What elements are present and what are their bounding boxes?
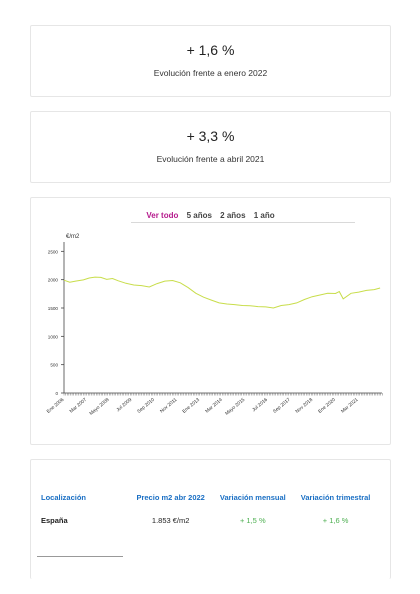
x-tick-label: Mar 2014 xyxy=(204,397,224,415)
table-row: España 1.853 €/m2 + 1,5 % + 1,6 % xyxy=(37,506,377,529)
tabs-divider xyxy=(131,222,355,223)
price-table-card: Localización Precio m2 abr 2022 Variació… xyxy=(30,459,391,579)
row-divider xyxy=(37,556,123,557)
cell-monthly: + 1,5 % xyxy=(239,516,266,525)
y-tick-label: 1000 xyxy=(48,334,59,339)
cell-location: España xyxy=(41,516,68,525)
stat-label-april: Evolución frente a abril 2021 xyxy=(156,154,265,164)
x-tick-label: Jul 2009 xyxy=(115,397,133,413)
cell-quarterly: + 1,6 % xyxy=(322,516,349,525)
x-tick-label: Jul 2016 xyxy=(251,397,269,413)
price-line-chart: €/m2 0 500 1000 1500 2000 2500 Ene 2006 Mar 2007… xyxy=(46,234,383,417)
price-chart-card: Ver todo 5 años 2 años 1 año €/m2 0 500 100… xyxy=(30,197,391,445)
cell-price: 1.853 €/m2 xyxy=(151,516,190,525)
tab-5-years[interactable]: 5 años xyxy=(186,211,212,220)
x-tick-label: Sep 2010 xyxy=(136,397,156,415)
stat-value-april: + 3,3 % xyxy=(186,128,235,144)
stat-label-january: Evolución frente a enero 2022 xyxy=(153,68,268,78)
y-tick-label: 0 xyxy=(55,391,58,396)
x-tick-label: Mar 2021 xyxy=(340,397,360,415)
price-series-line xyxy=(63,276,381,309)
x-tick-label: Nov 2011 xyxy=(159,397,179,415)
header-location: Localización xyxy=(41,493,87,502)
y-tick-label: 2000 xyxy=(48,278,59,283)
y-tick-label: 1500 xyxy=(48,306,59,311)
x-tick-label: Sep 2017 xyxy=(272,397,292,415)
x-tick-label: Ene 2006 xyxy=(46,397,66,415)
y-tick-label: 500 xyxy=(50,363,58,368)
x-tick-label: Mar 2007 xyxy=(69,397,89,415)
header-price: Precio m2 abr 2022 xyxy=(136,493,205,502)
table-header-row: Localización Precio m2 abr 2022 Variació… xyxy=(37,490,377,506)
x-tick-label: Nov 2018 xyxy=(294,397,314,415)
x-tick-label: Mayo 2015 xyxy=(224,397,246,417)
tab-2-years[interactable]: 2 años xyxy=(220,211,246,220)
tab-1-year[interactable]: 1 año xyxy=(253,211,275,220)
price-table: Localización Precio m2 abr 2022 Variació… xyxy=(37,490,377,529)
y-axis-unit-label: €/m2 xyxy=(66,234,80,240)
x-tick-label: Ene 2013 xyxy=(181,397,201,415)
stat-value-january: + 1,6 % xyxy=(186,42,235,58)
x-tick-label: Mayo 2008 xyxy=(88,397,110,417)
stat-card-april: + 3,3 % Evolución frente a abril 2021 xyxy=(30,111,391,183)
y-tick-label: 2500 xyxy=(48,249,59,254)
header-quarterly: Variación trimestral xyxy=(300,493,371,502)
x-tick-label: Ene 2020 xyxy=(317,397,337,415)
header-monthly: Variación mensual xyxy=(219,493,286,502)
stat-card-january: + 1,6 % Evolución frente a enero 2022 xyxy=(30,25,391,97)
